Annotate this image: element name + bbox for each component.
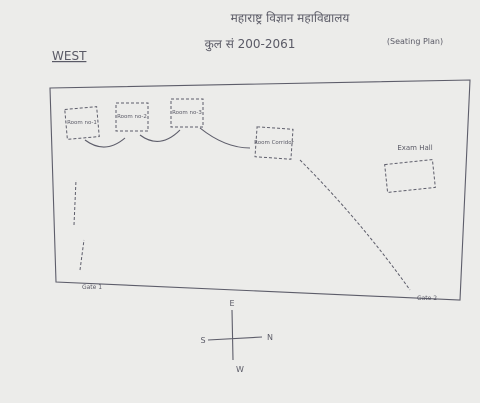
header-note: (Seating Plan) [387,37,443,46]
building-outline [49,79,471,301]
room-1 [64,106,100,140]
room-2 [115,102,149,132]
exit-label: Gate 2 [417,295,437,302]
compass-label: S [200,336,205,345]
route-exit [299,159,411,291]
side-label: WEST [52,49,87,63]
entry-label: Gate 1 [82,284,102,291]
route [84,127,251,149]
compass-label: W [236,365,244,374]
header-subtitle: कुल सं 200-2061 [205,37,296,52]
route-entry [73,179,85,271]
compass-label: E [229,299,234,308]
room-label: Room no-3 [172,110,202,116]
header-title: महाराष्ट्र विज्ञान महाविद्यालय [231,11,351,25]
room-label: Room no-1 [67,120,97,126]
exam-hall [384,159,436,193]
room-label: Room Corridor [254,140,294,146]
room-label: Room no-2 [117,114,147,120]
hall-label: Exam Hall [397,144,432,152]
room-3 [170,98,204,128]
corridor [254,126,294,160]
compass-label: N [267,333,273,342]
compass [207,309,263,361]
